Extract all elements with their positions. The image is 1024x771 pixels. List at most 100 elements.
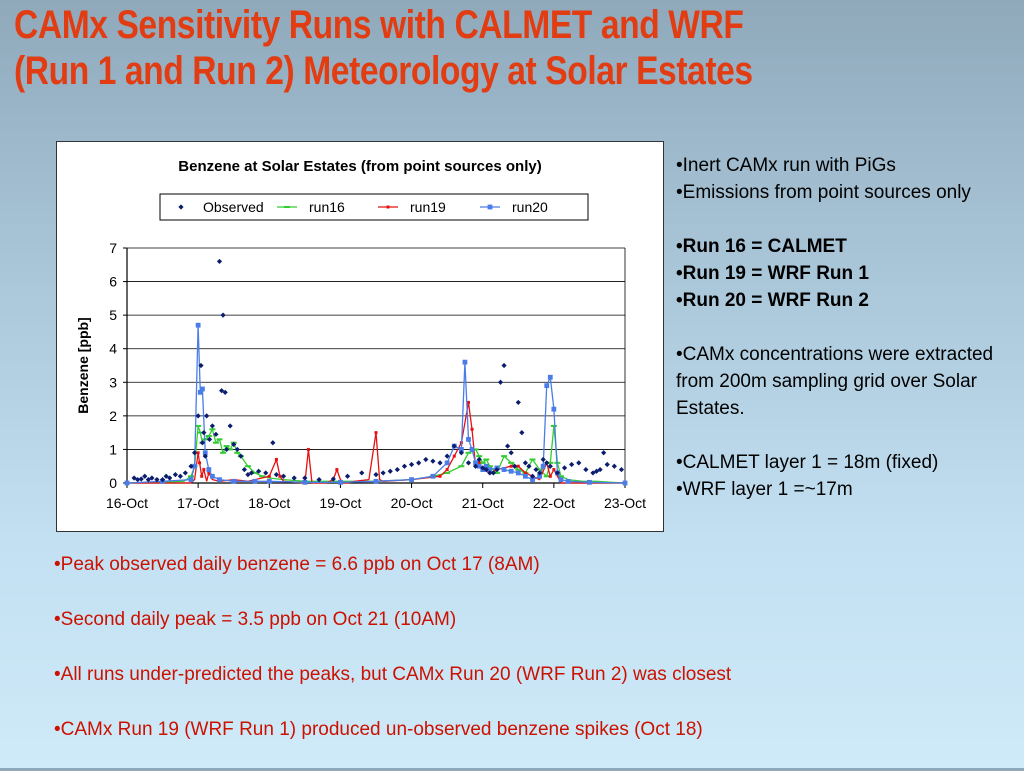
data-point-run19 bbox=[452, 454, 456, 458]
bullet-item: •Run 19 = WRF Run 1 bbox=[676, 263, 869, 284]
bottom-notes-list: •Peak observed daily benzene = 6.6 ppb o… bbox=[54, 551, 1014, 771]
data-point-run19 bbox=[552, 468, 556, 472]
data-point-run19 bbox=[509, 464, 513, 468]
data-point-observed bbox=[476, 456, 482, 463]
data-point-observed bbox=[213, 431, 219, 437]
data-point-observed bbox=[483, 466, 489, 473]
data-point-observed bbox=[220, 312, 226, 318]
data-point-run20 bbox=[200, 386, 205, 392]
data-point-observed bbox=[423, 456, 429, 463]
data-point-observed bbox=[583, 466, 589, 473]
bullet-item: •Inert CAMx run with PiGs bbox=[676, 155, 896, 176]
data-point-observed bbox=[401, 463, 408, 469]
legend-marker-run20 bbox=[487, 204, 493, 210]
data-point-run19 bbox=[200, 474, 204, 478]
data-point-observed bbox=[611, 463, 617, 469]
data-point-observed bbox=[522, 460, 528, 466]
data-point-run20 bbox=[202, 450, 208, 456]
data-point-observed bbox=[182, 470, 188, 476]
data-point-observed bbox=[561, 465, 568, 471]
data-point-observed bbox=[163, 473, 169, 479]
slide-title-line2: (Run 1 and Run 2) Meteorology at Solar E… bbox=[14, 49, 753, 93]
data-point-run19 bbox=[207, 471, 211, 475]
data-point-observed bbox=[444, 453, 450, 459]
data-point-observed bbox=[547, 463, 553, 469]
data-point-run20 bbox=[195, 322, 201, 328]
data-point-observed bbox=[330, 476, 336, 482]
data-point-run20 bbox=[547, 374, 553, 380]
data-point-observed bbox=[204, 413, 210, 419]
data-point-observed bbox=[263, 470, 269, 476]
data-point-run19 bbox=[267, 474, 271, 478]
x-tick-label: 19-Oct bbox=[319, 495, 361, 511]
data-point-observed bbox=[145, 477, 151, 483]
data-point-run20 bbox=[338, 479, 343, 485]
right-bullet-list: •Inert CAMx run with PiGs •Emissions from… bbox=[676, 152, 1016, 503]
data-point-run19 bbox=[470, 427, 474, 431]
y-tick-label: 0 bbox=[109, 475, 117, 491]
data-point-observed bbox=[234, 446, 240, 453]
data-point-observed bbox=[519, 430, 525, 436]
data-point-observed bbox=[465, 460, 472, 466]
data-point-observed bbox=[206, 436, 213, 442]
data-point-run19 bbox=[374, 431, 378, 435]
data-point-run20 bbox=[476, 463, 482, 469]
data-point-observed bbox=[604, 461, 610, 468]
data-point-run20 bbox=[537, 473, 543, 479]
legend-label-run16: run16 bbox=[309, 199, 345, 215]
legend-box bbox=[159, 193, 589, 221]
data-point-run19 bbox=[516, 464, 520, 468]
data-point-run19 bbox=[335, 468, 339, 472]
data-point-observed bbox=[270, 440, 276, 446]
data-point-observed bbox=[430, 458, 436, 464]
data-point-observed bbox=[458, 450, 464, 456]
data-point-run20 bbox=[565, 478, 571, 484]
note-item: •Peak observed daily benzene = 6.6 ppb o… bbox=[54, 554, 540, 575]
data-point-observed bbox=[416, 460, 422, 466]
note-item: •CAMx Run 19 (WRF Run 1) produced un-obs… bbox=[54, 719, 703, 740]
data-point-run20 bbox=[483, 463, 489, 469]
note-item: •Second daily peak = 3.5 ppb on Oct 21 (… bbox=[54, 609, 457, 630]
data-point-observed bbox=[544, 460, 550, 466]
bullet-spacer bbox=[676, 314, 1016, 341]
data-point-observed bbox=[576, 460, 582, 466]
data-point-observed bbox=[601, 450, 607, 456]
data-point-observed bbox=[501, 362, 507, 369]
data-point-run20 bbox=[469, 447, 475, 452]
legend-label-observed: Observed bbox=[203, 199, 264, 215]
data-point-observed bbox=[569, 461, 575, 468]
data-point-observed bbox=[505, 443, 511, 449]
y-tick-label: 1 bbox=[109, 441, 117, 457]
data-point-observed bbox=[177, 473, 183, 479]
data-point-observed bbox=[191, 450, 198, 456]
data-point-run19 bbox=[278, 474, 282, 478]
data-point-run20 bbox=[466, 436, 471, 442]
data-point-run20 bbox=[266, 478, 272, 484]
bullet-item: •CAMx concentrations were extracted from… bbox=[676, 344, 994, 419]
data-point-observed bbox=[172, 472, 178, 478]
data-point-run19 bbox=[438, 474, 442, 478]
data-point-observed bbox=[597, 466, 603, 473]
data-point-observed bbox=[437, 460, 443, 466]
legend-label-run19: run19 bbox=[410, 199, 446, 215]
data-point-observed bbox=[138, 476, 144, 482]
data-point-run20 bbox=[462, 359, 468, 365]
data-point-observed bbox=[273, 472, 279, 478]
bullet-item: •Run 20 = WRF Run 2 bbox=[676, 290, 869, 311]
data-point-run20 bbox=[217, 477, 222, 483]
data-point-run20 bbox=[508, 468, 514, 474]
data-point-run20 bbox=[558, 477, 564, 483]
data-point-observed bbox=[451, 443, 457, 449]
data-point-observed bbox=[618, 466, 625, 473]
x-tick-label: 20-Oct bbox=[391, 495, 433, 511]
data-point-run20 bbox=[487, 467, 493, 472]
x-tick-label: 23-Oct bbox=[604, 495, 646, 511]
data-point-run20 bbox=[515, 470, 521, 476]
data-point-run20 bbox=[551, 406, 557, 412]
bullet-item: •Run 16 = CALMET bbox=[676, 236, 847, 257]
data-point-run20 bbox=[501, 467, 507, 472]
data-point-observed bbox=[216, 258, 223, 265]
data-point-observed bbox=[529, 473, 536, 479]
data-point-run19 bbox=[274, 458, 278, 461]
chart-title: Benzene at Solar Estates (from point sou… bbox=[178, 158, 542, 175]
